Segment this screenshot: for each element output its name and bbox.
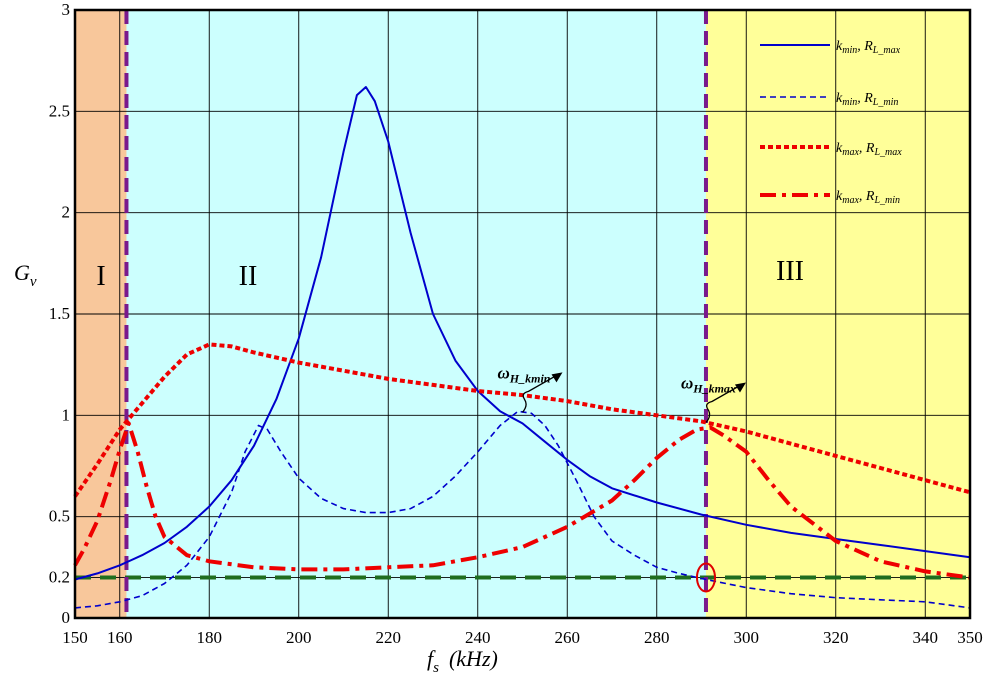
marked-point	[695, 562, 716, 593]
x-tick-label-3: 200	[286, 628, 312, 647]
series-line-4	[73, 421, 971, 580]
legend-label-3: kmax, RL_max	[836, 141, 902, 158]
x-axis-unit: (kHz)	[449, 646, 498, 671]
x-axis-label: f	[427, 646, 436, 671]
legend-label-4: kmax, RL_min	[836, 189, 900, 206]
annotation-sub-1: H_kmin	[509, 371, 551, 385]
x-tick-label-8: 300	[734, 628, 760, 647]
series-line-3	[73, 342, 971, 498]
legend-item-1: kmin, RL_max	[760, 39, 901, 56]
legend-item-3: kmax, RL_max	[760, 141, 902, 158]
annotations: ωH_kmin ωH_kmax	[498, 363, 746, 423]
x-tick-label-4: 220	[376, 628, 402, 647]
y-axis-subscript: v	[30, 274, 37, 290]
annotation-pointer-2	[705, 383, 743, 423]
x-tick-label-1: 160	[107, 628, 133, 647]
region-label-1: I	[96, 261, 105, 292]
series-group	[73, 86, 971, 609]
legend-item-4: kmax, RL_min	[760, 189, 900, 206]
y-axis-title: Gv	[14, 260, 37, 290]
region-label-2: II	[239, 261, 258, 292]
series-line-1	[74, 86, 971, 581]
annotation-main-1: ω	[498, 363, 510, 382]
legend-label-1: kmin, RL_max	[836, 39, 901, 56]
legend-label-2: kmin, RL_min	[836, 91, 898, 108]
x-tick-label-11: 350	[957, 628, 983, 647]
region-label-3: III	[776, 256, 804, 287]
grid	[75, 10, 970, 618]
frame	[73, 8, 972, 620]
x-tick-label-6: 260	[555, 628, 581, 647]
x-tick-label-5: 240	[465, 628, 491, 647]
y-tick-label-3: 1	[62, 405, 71, 424]
y-tick-label-5: 2	[62, 203, 71, 222]
annotation-arrowhead-1	[551, 372, 563, 383]
legend: kmin, RL_max kmin, RL_min kmax, RL_maxkmax…	[760, 39, 902, 206]
y-tick-label-2: 0.5	[49, 507, 70, 526]
plot-frame	[73, 8, 972, 620]
y-tick-label-0: 0	[62, 608, 71, 627]
x-tick-label-10: 340	[913, 628, 939, 647]
x-tick-label-0: 150	[62, 628, 88, 647]
y-tick-label-7: 3	[62, 0, 71, 19]
annotation-label-2: ωH_kmax	[681, 373, 736, 395]
x-tick-label-9: 320	[823, 628, 849, 647]
region-boundaries	[124, 10, 708, 618]
annotation-1: ωH_kmin	[498, 363, 563, 413]
annotation-sub-2: H_kmax	[692, 381, 736, 395]
x-axis-subscript: s	[433, 660, 439, 675]
y-axis-label: G	[14, 260, 30, 285]
annotation-2: ωH_kmax	[681, 373, 746, 423]
annotation-arrowhead-2	[734, 382, 746, 393]
tick-labels: 150 160 180 200 220 240 260 280 300 320 340 350 0 0.2…	[49, 0, 983, 647]
legend-item-2: kmin, RL_min	[760, 91, 898, 108]
x-tick-label-2: 180	[197, 628, 223, 647]
x-tick-label-7: 280	[644, 628, 670, 647]
annotation-label-1: ωH_kmin	[498, 363, 551, 385]
y-tick-label-6: 2.5	[49, 101, 70, 120]
x-axis-title: fs (kHz)	[427, 646, 498, 675]
y-tick-label-1: 0.2	[49, 567, 70, 586]
annotation-main-2: ω	[681, 373, 693, 392]
y-tick-label-4: 1.5	[49, 304, 70, 323]
annotation-pointer-1	[521, 373, 559, 413]
series-line-2	[74, 410, 971, 609]
